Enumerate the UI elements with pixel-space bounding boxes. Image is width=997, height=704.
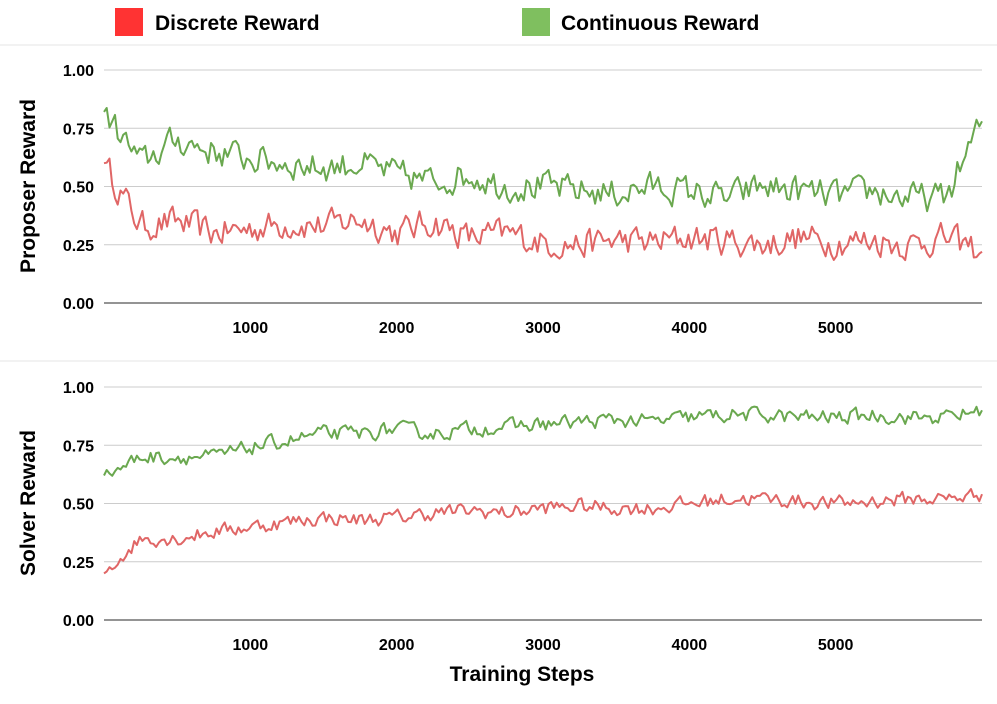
y-tick-label: 0.50 bbox=[63, 497, 94, 514]
legend-swatch-continuous bbox=[522, 8, 550, 36]
legend-swatch-discrete bbox=[115, 8, 143, 36]
x-tick-label: 4000 bbox=[672, 320, 708, 337]
legend-label-discrete: Discrete Reward bbox=[155, 12, 320, 35]
series-line-continuous-reward bbox=[103, 405, 983, 477]
y-axis-title: Proposer Reward bbox=[17, 99, 40, 273]
x-tick-label: 4000 bbox=[672, 637, 708, 654]
x-tick-label: 5000 bbox=[818, 637, 854, 654]
x-tick-label: 3000 bbox=[525, 320, 561, 337]
y-tick-label: 0.00 bbox=[63, 613, 94, 630]
y-tick-label: 0.25 bbox=[63, 555, 94, 572]
solver-reward-panel: 0.00 0.25 0.50 0.75 1.00 1000 2000 3000 4000 5000… bbox=[17, 380, 983, 654]
x-tick-label: 1000 bbox=[233, 320, 269, 337]
y-tick-label: 0.50 bbox=[63, 180, 94, 197]
legend: Discrete Reward Continuous Reward bbox=[115, 8, 759, 36]
x-tick-label: 1000 bbox=[233, 637, 269, 654]
legend-label-continuous: Continuous Reward bbox=[561, 12, 759, 35]
y-tick-label: 0.75 bbox=[63, 438, 94, 455]
x-tick-label: 3000 bbox=[525, 637, 561, 654]
proposer-reward-panel: 0.00 0.25 0.50 0.75 1.00 1000 2000 3000 4000 5000… bbox=[17, 63, 983, 337]
series-line-discrete-reward bbox=[103, 488, 983, 575]
y-tick-label: 0.25 bbox=[63, 238, 94, 255]
series-line-discrete-reward bbox=[103, 157, 983, 262]
x-tick-label: 2000 bbox=[379, 320, 415, 337]
y-tick-label: 0.75 bbox=[63, 121, 94, 138]
y-tick-label: 0.00 bbox=[63, 296, 94, 313]
x-tick-label: 5000 bbox=[818, 320, 854, 337]
series-line-continuous-reward bbox=[103, 107, 983, 213]
x-axis-title: Training Steps bbox=[450, 663, 595, 686]
y-tick-label: 1.00 bbox=[63, 380, 94, 397]
y-tick-label: 1.00 bbox=[63, 63, 94, 80]
x-tick-label: 2000 bbox=[379, 637, 415, 654]
y-axis-title: Solver Reward bbox=[17, 430, 40, 576]
